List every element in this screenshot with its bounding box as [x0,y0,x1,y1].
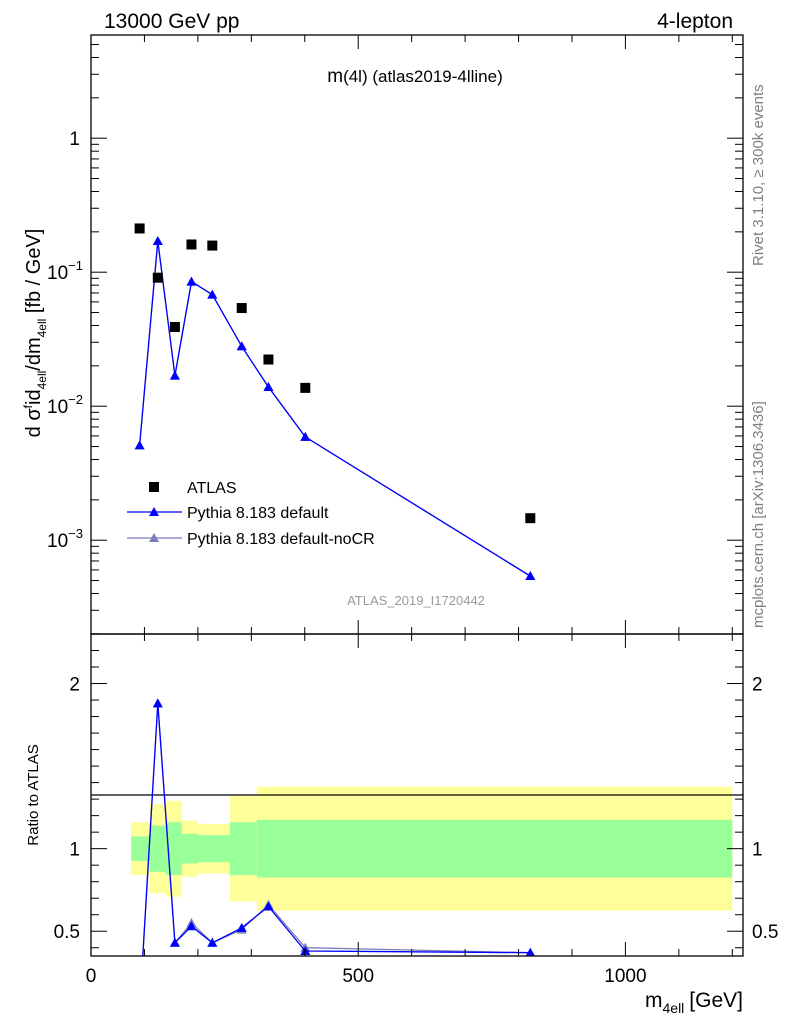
main-marker-series-1-2 [169,370,180,380]
main-plot-panel: 110−110−210−3 m(4l) (atlas2019-4lline) A… [21,34,744,635]
x-label-unit: [GeV] [689,989,743,1012]
y-tick-base--2: 10 [47,397,68,418]
y-tick-exp--2: −2 [68,392,83,407]
ratio-tick-label-left-2: 2 [69,675,80,696]
atlas-point-0 [134,223,145,234]
stat-uncertainty-band-6 [256,819,332,878]
x-axis-tick-labels: 0 500 1000 [86,966,647,987]
legend-default-label: Pythia 8.183 default [187,505,329,522]
ratio-tick-label-right-1: 1 [752,840,763,861]
y-tick-exp--3: −3 [68,526,83,541]
ratio-uncertainty-bands [131,786,733,911]
plot-title: m(4l) (atlas2019-4lline) [327,66,503,87]
main-marker-series-1-3 [186,276,197,286]
main-marker-series-1-6 [263,382,274,392]
legend-nocr-label: Pythia 8.183 default-noCR [187,531,375,548]
ratio-marker-series-1-5 [236,922,247,932]
y-label-sub-2: 4ell [35,319,49,338]
ratio-plot-panel: 0.5 0.5 1 1 2 2 Ratio to ATLAS [25,633,778,957]
legend-nocr-marker [149,533,159,542]
ratio-marker-series-1-2 [169,937,180,947]
y-tick-exp--1: −1 [68,258,83,273]
x-axis-label: m4ell [GeV] [645,989,743,1016]
stat-uncertainty-band-2 [165,822,182,876]
stat-uncertainty-band-7 [331,819,733,878]
atlas-point-5 [236,303,247,314]
stat-uncertainty-band-3 [181,833,198,864]
x-label-main: m [645,989,663,1012]
y-tick-label--3: 10−3 [47,526,83,552]
ratio-plot-frame [90,633,744,957]
x-tick-label-1000: 1000 [604,966,646,987]
ratio-marker-series-1-6 [263,901,274,911]
y-tick-label-0: 1 [69,129,80,150]
x-label-sub: 4ell [663,1000,685,1016]
ratio-tick-label-right-0.5: 0.5 [752,922,778,943]
stat-uncertainty-band-1 [149,825,166,872]
y-axis-label: d σfid4ell/dm4ell [fb / GeV] [21,229,49,438]
main-line-series-2 [138,240,531,577]
y-tick-label--2: 10−2 [47,392,83,418]
legend-atlas-marker [149,482,159,492]
atlas-point-1 [152,272,163,283]
y-tick-label--1: 10−1 [47,258,83,284]
atlas-point-3 [186,239,197,250]
main-marker-series-1-0 [134,440,145,450]
legend-default-marker [149,507,159,516]
main-marker-series-1-5 [236,341,247,351]
x-tick-label-0: 0 [86,966,97,987]
y-label-part-d: [fb / GeV] [23,229,45,319]
main-axis-ticks: 110−110−210−3 [47,35,743,635]
x-tick-label-500: 500 [342,966,374,987]
y-tick-base--1: 10 [47,263,68,284]
y-label-sup-f: f [21,404,35,408]
atlas-point-4 [207,240,218,251]
main-marker-series-1-7 [300,431,311,441]
stat-uncertainty-band-4 [197,835,230,863]
y-tick-base--3: 10 [47,531,68,552]
ratio-tick-label-left-0.5: 0.5 [54,922,80,943]
plot-title-rest: (4l) (atlas2019-4lline) [343,67,503,86]
analysis-watermark: ATLAS_2019_I1720442 [347,593,485,608]
main-marker-series-1-8 [525,571,536,581]
legend: ATLAS Pythia 8.183 default Pythia 8.183 … [127,480,375,548]
ratio-axis-ticks: 0.5 0.5 1 1 2 2 [54,634,778,956]
main-marker-series-1-1 [152,235,163,245]
ratio-tick-label-left-1: 1 [69,840,80,861]
ratio-tick-label-right-2: 2 [752,675,763,696]
header-energy-label: 13000 GeV pp [104,10,239,33]
header-process-label: 4-lepton [657,10,733,33]
rivet-version-label: Rivet 3.1.10, ≥ 300k events [750,84,767,266]
ratio-marker-series-1-4 [207,937,218,947]
ratio-marker-series-1-8 [525,947,535,956]
atlas-point-8 [525,513,536,524]
ratio-marker-series-1-1 [152,698,163,708]
atlas-point-7 [300,382,311,393]
stat-uncertainty-band-5 [229,822,257,876]
ratio-y-axis-label: Ratio to ATLAS [25,744,42,845]
ratio-data-layer [142,698,535,956]
legend-atlas-label: ATLAS [187,480,237,497]
mcplots-reference-label: mcplots.cern.ch [arXiv:1306.3436] [750,401,767,628]
atlas-point-2 [169,321,180,332]
y-label-part-c: /dm [23,337,45,370]
ratio-marker-series-1-3 [186,921,197,931]
atlas-point-6 [263,354,274,365]
main-marker-series-1-4 [207,289,218,299]
plot-title-main: m [327,66,343,87]
main-data-layer [134,223,536,581]
main-line-series-1 [138,240,531,577]
y-label-part-b: id [23,389,45,405]
y-label-sub-1: 4ell [35,371,49,390]
ratio-marker-series-1-7 [300,946,311,956]
stat-uncertainty-band-0 [131,836,150,861]
y-label-part-a: d σ [23,408,45,438]
